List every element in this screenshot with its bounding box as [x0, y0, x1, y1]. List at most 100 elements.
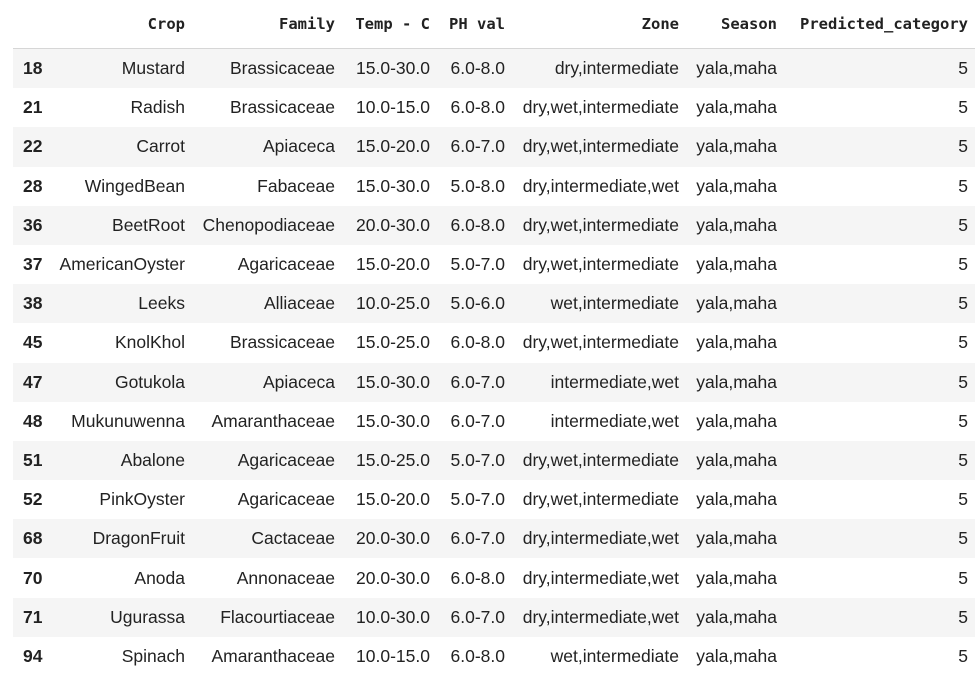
row-index: 94: [23, 645, 43, 666]
cell-season: yala,maha: [696, 410, 777, 431]
table-row: 70 Anoda Annonaceae 20.0-30.0 6.0-8.0 dr…: [13, 558, 975, 598]
cell-predicted: 5: [958, 332, 968, 353]
row-index: 71: [23, 606, 43, 627]
header-ph: PH val: [437, 0, 512, 49]
cell-family: Brassicaceae: [229, 332, 335, 353]
row-index: 48: [23, 410, 43, 431]
cell-season: yala,maha: [696, 97, 777, 118]
cell-family: Agaricaceae: [237, 489, 335, 510]
cell-season: yala,maha: [696, 58, 777, 79]
cell-crop: Mustard: [121, 58, 185, 79]
cell-temp: 15.0-30.0: [356, 58, 430, 79]
cell-predicted: 5: [958, 97, 968, 118]
cell-zone: dry,wet,intermediate: [522, 97, 679, 118]
cell-zone: dry,wet,intermediate: [522, 489, 679, 510]
cell-family: Chenopodiaceae: [202, 214, 335, 235]
cell-ph: 6.0-7.0: [450, 136, 505, 157]
cell-zone: dry,wet,intermediate: [522, 449, 679, 470]
row-index: 51: [23, 449, 43, 470]
cell-predicted: 5: [958, 214, 968, 235]
row-index: 18: [23, 58, 43, 79]
cell-season: yala,maha: [696, 528, 777, 549]
cell-family: Agaricaceae: [237, 449, 335, 470]
cell-ph: 6.0-8.0: [450, 97, 505, 118]
table-row: 22 Carrot Apiaceca 15.0-20.0 6.0-7.0 dry…: [13, 127, 975, 167]
cell-ph: 6.0-8.0: [450, 58, 505, 79]
cell-crop: Radish: [130, 97, 185, 118]
cell-family: Alliaceae: [263, 293, 335, 314]
cell-ph: 5.0-7.0: [450, 449, 505, 470]
cell-predicted: 5: [958, 489, 968, 510]
cell-predicted: 5: [958, 371, 968, 392]
cell-zone: intermediate,wet: [550, 371, 679, 392]
cell-family: Apiaceca: [263, 136, 335, 157]
cell-zone: dry,wet,intermediate: [522, 254, 679, 275]
cell-ph: 6.0-7.0: [450, 371, 505, 392]
cell-ph: 6.0-7.0: [450, 606, 505, 627]
table-row: 48 Mukunuwenna Amaranthaceae 15.0-30.0 6…: [13, 401, 975, 441]
cell-temp: 15.0-25.0: [356, 332, 430, 353]
cell-zone: wet,intermediate: [550, 645, 679, 666]
table-row: 68 DragonFruit Cactaceae 20.0-30.0 6.0-7…: [13, 519, 975, 559]
cell-ph: 5.0-7.0: [450, 489, 505, 510]
table-row: 21 Radish Brassicaceae 10.0-15.0 6.0-8.0…: [13, 88, 975, 128]
cell-predicted: 5: [958, 645, 968, 666]
cell-season: yala,maha: [696, 332, 777, 353]
row-index: 47: [23, 371, 43, 392]
cell-temp: 10.0-25.0: [356, 293, 430, 314]
cell-zone: dry,intermediate,wet: [522, 606, 679, 627]
cell-crop: Mukunuwenna: [71, 410, 185, 431]
cell-crop: Ugurassa: [110, 606, 185, 627]
cell-season: yala,maha: [696, 175, 777, 196]
cell-family: Apiaceca: [263, 371, 335, 392]
cell-predicted: 5: [958, 136, 968, 157]
cell-ph: 6.0-8.0: [450, 214, 505, 235]
cell-temp: 15.0-20.0: [356, 489, 430, 510]
cell-predicted: 5: [958, 528, 968, 549]
row-index: 70: [23, 567, 43, 588]
cell-crop: KnolKhol: [114, 332, 185, 353]
header-temp: Temp - C: [342, 0, 437, 49]
cell-predicted: 5: [958, 293, 968, 314]
row-index: 52: [23, 489, 43, 510]
cell-crop: WingedBean: [84, 175, 185, 196]
cell-predicted: 5: [958, 410, 968, 431]
cell-family: Annonaceae: [236, 567, 335, 588]
cell-predicted: 5: [958, 175, 968, 196]
cell-temp: 15.0-30.0: [356, 371, 430, 392]
cell-season: yala,maha: [696, 371, 777, 392]
cell-family: Brassicaceae: [229, 97, 335, 118]
cell-ph: 6.0-7.0: [450, 410, 505, 431]
cell-temp: 15.0-20.0: [356, 254, 430, 275]
cell-season: yala,maha: [696, 293, 777, 314]
row-index: 36: [23, 214, 43, 235]
cell-family: Agaricaceae: [237, 254, 335, 275]
header-family: Family: [192, 0, 342, 49]
cell-zone: dry,intermediate,wet: [522, 528, 679, 549]
cell-crop: PinkOyster: [99, 489, 185, 510]
cell-temp: 15.0-30.0: [356, 410, 430, 431]
cell-predicted: 5: [958, 58, 968, 79]
header-row: Crop Family Temp - C PH val Zone Season …: [13, 0, 975, 49]
row-index: 38: [23, 293, 43, 314]
cell-family: Amaranthaceae: [211, 645, 335, 666]
cell-crop: AmericanOyster: [59, 254, 185, 275]
cell-temp: 20.0-30.0: [356, 214, 430, 235]
cell-crop: Anoda: [134, 567, 185, 588]
cell-temp: 15.0-20.0: [356, 136, 430, 157]
table-row: 28 WingedBean Fabaceae 15.0-30.0 5.0-8.0…: [13, 166, 975, 206]
cell-family: Fabaceae: [257, 175, 335, 196]
cell-season: yala,maha: [696, 254, 777, 275]
cell-temp: 15.0-30.0: [356, 175, 430, 196]
dataframe-table: Crop Family Temp - C PH val Zone Season …: [13, 0, 975, 676]
cell-season: yala,maha: [696, 567, 777, 588]
cell-zone: dry,intermediate,wet: [522, 567, 679, 588]
cell-crop: DragonFruit: [92, 528, 185, 549]
cell-family: Amaranthaceae: [211, 410, 335, 431]
cell-crop: Gotukola: [114, 371, 185, 392]
cell-crop: Spinach: [121, 645, 185, 666]
cell-zone: dry,intermediate,wet: [522, 175, 679, 196]
table-row: 36 BeetRoot Chenopodiaceae 20.0-30.0 6.0…: [13, 205, 975, 245]
cell-predicted: 5: [958, 254, 968, 275]
cell-ph: 6.0-8.0: [450, 567, 505, 588]
